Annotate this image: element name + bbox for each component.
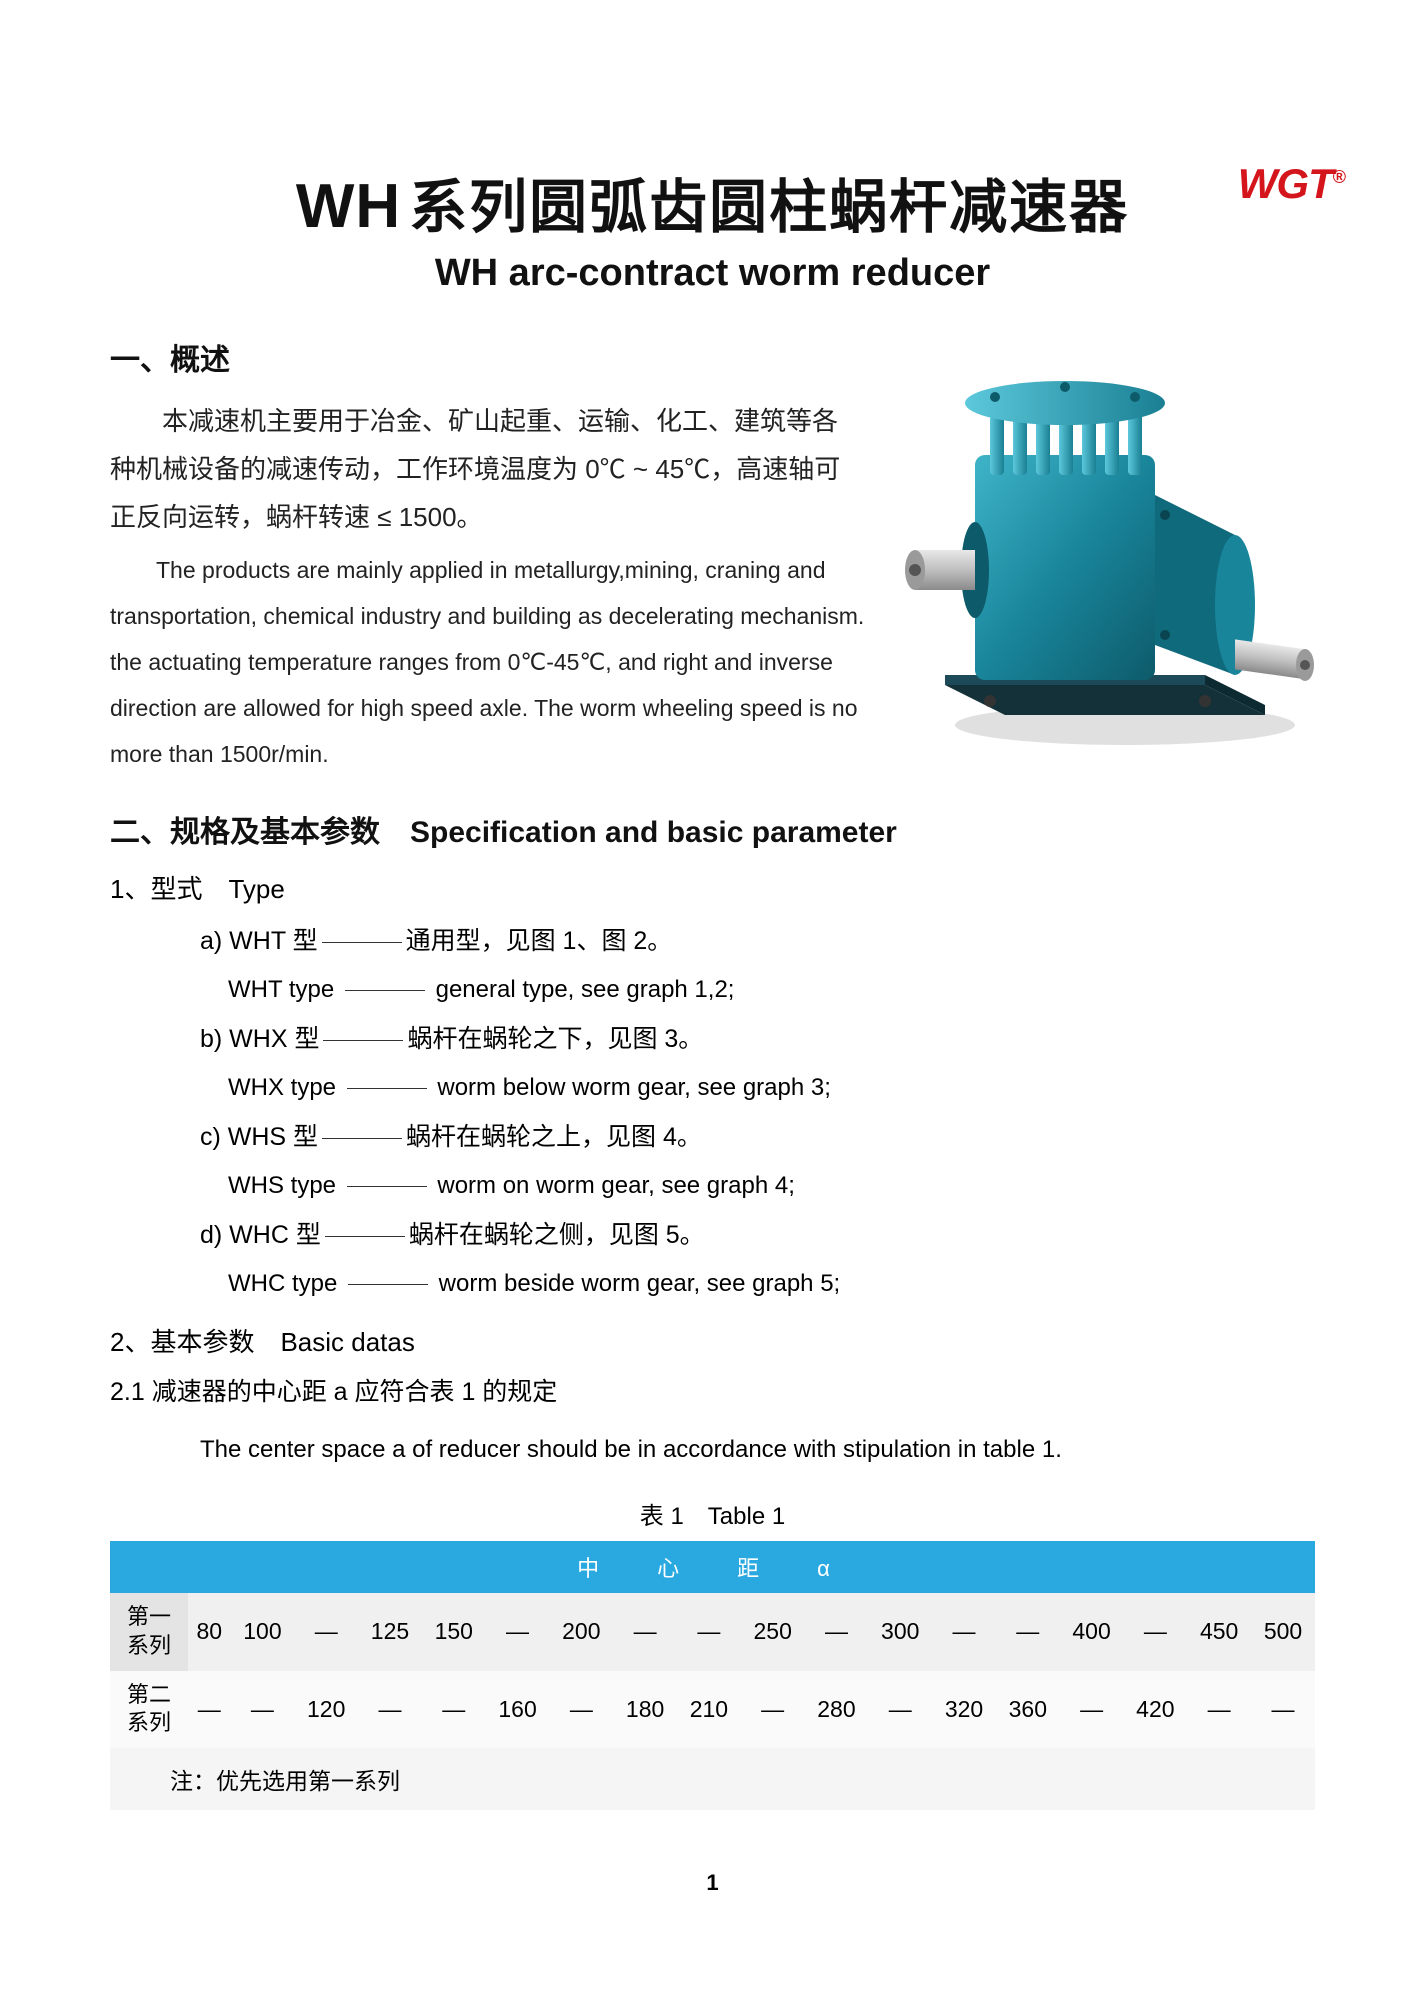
title-prefix: WH [296, 172, 401, 241]
table-cell: — [188, 1671, 231, 1748]
spec-heading-en: Specification and basic parameter [410, 816, 897, 849]
table-cell: 320 [932, 1671, 996, 1748]
table-cell: 420 [1123, 1671, 1187, 1748]
table1-caption: 表 1 Table 1 [110, 1496, 1315, 1531]
table-cell: — [231, 1671, 295, 1748]
center-cn: 2.1 减速器的中心距 a 应符合表 1 的规定 [110, 1369, 1315, 1417]
table1: 中 心 距 α 第一系列80100—125150—200——250—300——4… [110, 1541, 1315, 1747]
table-cell: 250 [741, 1593, 805, 1670]
table-cell: 210 [677, 1671, 741, 1748]
table-cell: 160 [486, 1671, 550, 1748]
spec-heading-cn: 二、规格及基本参数 [110, 816, 380, 849]
table-cell: — [1060, 1671, 1124, 1748]
table-cell: — [677, 1593, 741, 1670]
table-cell: 100 [231, 1593, 295, 1670]
table-cell: — [996, 1593, 1060, 1670]
type-heading: 1、型式 Type [110, 869, 1315, 906]
table-cell: 125 [358, 1593, 422, 1670]
table-cell: — [741, 1671, 805, 1748]
table-cell: 280 [805, 1671, 869, 1748]
brand-logo: WGT® [1238, 160, 1345, 208]
type-line-cn: a) WHT 型通用型，见图 1、图 2。 [200, 916, 1315, 966]
type-list: a) WHT 型通用型，见图 1、图 2。WHT type general ty… [200, 916, 1315, 1308]
overview-en: The products are mainly applied in metal… [110, 547, 890, 777]
table-cell: 500 [1251, 1593, 1315, 1670]
table-cell: 80 [188, 1593, 231, 1670]
page-number: 1 [110, 1870, 1315, 1896]
table-cell: — [868, 1671, 932, 1748]
table-cell: 200 [549, 1593, 613, 1670]
table-cell: 400 [1060, 1593, 1124, 1670]
type-line-en: WHC type worm beside worm gear, see grap… [228, 1260, 1315, 1308]
table1-note: 注：优先选用第一系列 [110, 1748, 1315, 1810]
basic-heading: 2、基本参数 Basic datas [110, 1322, 1315, 1359]
table-cell: — [1187, 1671, 1251, 1748]
center-en: The center space a of reducer should be … [200, 1427, 1315, 1473]
type-line-en: WHX type worm below worm gear, see graph… [228, 1064, 1315, 1112]
title-en: WH arc-contract worm reducer [110, 252, 1315, 295]
table-cell: — [358, 1671, 422, 1748]
table1-header: 中 心 距 α [110, 1541, 1315, 1593]
type-line-cn: d) WHC 型蜗杆在蜗轮之侧，见图 5。 [200, 1210, 1315, 1260]
table-cell: 300 [868, 1593, 932, 1670]
type-line-en: WHT type general type, see graph 1,2; [228, 966, 1315, 1014]
table-cell: 360 [996, 1671, 1060, 1748]
table-cell: — [1123, 1593, 1187, 1670]
product-image [905, 345, 1325, 765]
table-cell: 450 [1187, 1593, 1251, 1670]
table-cell: — [805, 1593, 869, 1670]
table-cell: 120 [294, 1671, 358, 1748]
table-cell: — [549, 1671, 613, 1748]
table-cell: — [486, 1593, 550, 1670]
table-cell: 150 [422, 1593, 486, 1670]
type-line-cn: b) WHX 型蜗杆在蜗轮之下，见图 3。 [200, 1014, 1315, 1064]
table-cell: — [422, 1671, 486, 1748]
type-line-cn: c) WHS 型蜗杆在蜗轮之上，见图 4。 [200, 1112, 1315, 1162]
logo-text: WGT [1238, 160, 1333, 207]
table-cell: — [932, 1593, 996, 1670]
table-row-label: 第二系列 [110, 1671, 188, 1748]
title-block: WH系列圆弧齿圆柱蜗杆减速器 WH arc-contract worm redu… [110, 160, 1315, 295]
overview-cn: 本减速机主要用于冶金、矿山起重、运输、化工、建筑等各种机械设备的减速传动，工作环… [110, 397, 850, 541]
spec-heading: 二、规格及基本参数 Specification and basic parame… [110, 807, 1315, 851]
table-cell: — [1251, 1671, 1315, 1748]
title-cn: WH系列圆弧齿圆柱蜗杆减速器 [110, 160, 1315, 244]
table-cell: 180 [613, 1671, 677, 1748]
type-line-en: WHS type worm on worm gear, see graph 4; [228, 1162, 1315, 1210]
table-cell: — [294, 1593, 358, 1670]
title-cn-text: 系列圆弧齿圆柱蜗杆减速器 [409, 175, 1129, 240]
logo-mark: ® [1333, 167, 1345, 187]
table-cell: — [613, 1593, 677, 1670]
table-row-label: 第一系列 [110, 1593, 188, 1670]
